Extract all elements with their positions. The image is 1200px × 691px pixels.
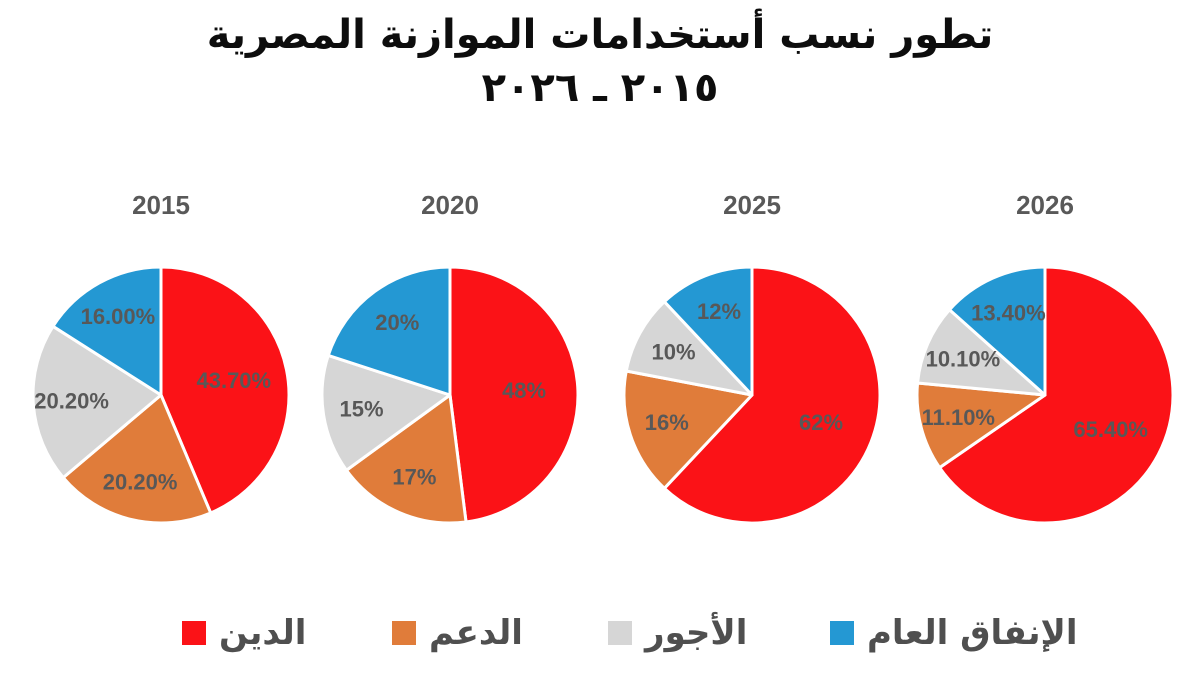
pie-2026-label-wages: 10.10% [926, 347, 1001, 372]
pie-2020-label-debt: 48% [502, 378, 546, 403]
pie-2020-label-subsidies: 17% [392, 465, 436, 490]
pie-2026-slice-wages [916, 308, 1047, 397]
pie-2026-label-public-spending: 13.40% [971, 301, 1046, 326]
legend-label-public-spending: الإنفاق العام [867, 613, 1078, 653]
legend-item-debt: الدين [182, 610, 306, 656]
pie-2026-label-subsidies: 11.10% [922, 405, 995, 430]
pie-2015-label-public-spending: 16.00% [81, 304, 156, 329]
pie-chart-2020: 48% 17% 15% 20% [320, 265, 580, 525]
chart-title-line1: تطور نسب أستخدامات الموازنة المصرية [206, 12, 994, 58]
legend-label-subsidies: الدعم [429, 613, 523, 653]
pie-2025-slice-wages [624, 300, 754, 397]
pie-year-label-2020: 2020 [421, 190, 479, 220]
chart-title-line2: ٢٠١٥ ـ ٢٠٢٦ [481, 65, 719, 111]
pie-2026-slice-public-spending [948, 265, 1047, 397]
pie-2015-label-wages: 20.20% [34, 389, 109, 414]
legend-item-public-spending: الإنفاق العام [830, 610, 1078, 656]
pie-2020-slice-wages [320, 353, 452, 472]
pie-2015-label-debt: 43.70% [196, 368, 271, 393]
pie-2020-label-public-spending: 20% [375, 310, 419, 335]
pie-2025-label-debt: 62% [799, 410, 843, 435]
pie-year-label-2015: 2015 [132, 190, 190, 220]
pie-year-label-2025: 2025 [723, 190, 781, 220]
legend-label-debt: الدين [219, 613, 307, 653]
pie-2015-slice-subsidies [61, 393, 213, 525]
pie-chart-2026: 65.40% 11.10% 10.10% 13.40% [915, 265, 1175, 525]
pie-year-label-2026: 2026 [1016, 190, 1074, 220]
legend-swatch-subsidies [392, 621, 416, 645]
pie-2015-slice-public-spending [51, 265, 163, 397]
legend-item-subsidies: الدعم [392, 610, 523, 656]
legend-swatch-debt [182, 621, 206, 645]
pie-2025-slice-subsidies [622, 369, 754, 490]
legend-swatch-public-spending [830, 621, 854, 645]
pie-2025-label-public-spending: 12% [697, 299, 741, 324]
pie-2025-label-subsidies: 16% [645, 410, 689, 435]
pie-2026-slice-subsidies [915, 381, 1047, 470]
pie-2025-label-wages: 10% [651, 339, 695, 364]
chart-title: تطور نسب أستخدامات الموازنة المصرية ٢٠١٥… [0, 6, 1200, 112]
legend-label-wages: الأجور [645, 613, 748, 653]
pie-chart-2025: 62% 16% 10%12% [622, 265, 882, 525]
pie-2020-label-wages: 15% [339, 397, 383, 422]
pie-2025-slice-debt [662, 265, 882, 525]
pie-2025-slice-public-spending [662, 265, 754, 397]
pie-2020-slice-public-spending [326, 265, 452, 397]
pie-2015-slice-debt [159, 265, 291, 515]
pie-2015-slice-wages [31, 324, 163, 480]
pie-2020-slice-debt [448, 265, 580, 524]
pie-chart-2015: 43.70% 20.20% 20.20% 16.00% [31, 265, 291, 525]
pie-2026-label-debt: 65.40% [1073, 417, 1148, 442]
pie-2015-label-subsidies: 20.20% [103, 470, 178, 495]
legend-swatch-wages [608, 621, 632, 645]
pie-2020-slice-subsidies [344, 393, 468, 525]
pie-2026-slice-debt [938, 265, 1175, 525]
legend-item-wages: الأجور [608, 610, 747, 656]
